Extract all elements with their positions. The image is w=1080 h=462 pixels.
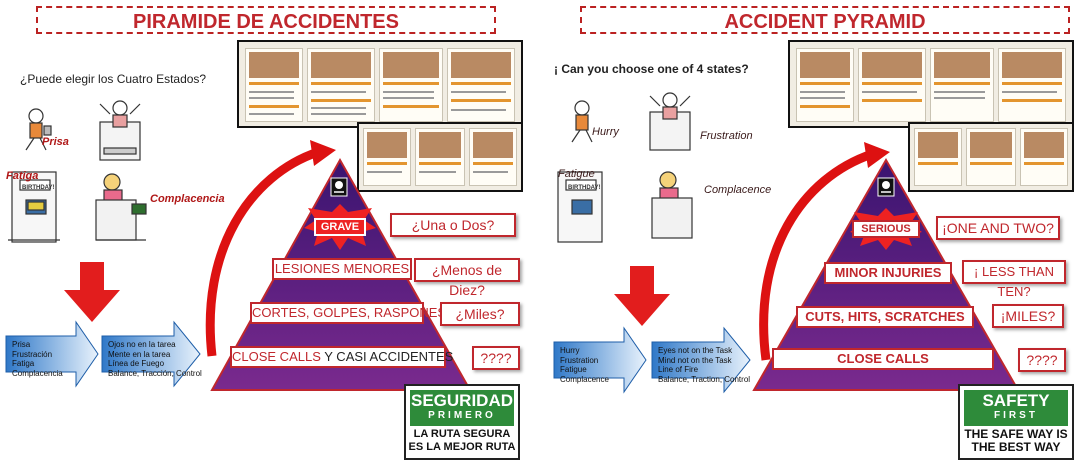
safety-first-sign-en: SAFETY FIRST THE SAFE WAY IS THE BEST WAY <box>958 384 1074 460</box>
frustration-figure <box>649 92 691 151</box>
down-arrow-icon <box>64 262 120 322</box>
hurry-label: Prisa <box>42 136 69 148</box>
count-close-calls-en: ???? <box>1018 348 1066 372</box>
complacency-label-en: Complacence <box>704 184 772 196</box>
english-panel: ACCIDENT PYRAMID ¡ Can you choose one of… <box>540 0 1080 462</box>
incident-photos-thumbnail-en <box>908 122 1074 192</box>
level-minor-injuries-en: MINOR INJURIES <box>824 262 952 284</box>
hurry-label-en: Hurry <box>592 126 619 138</box>
level-close-calls: CLOSE CALLS Y CASI ACCIDENTES <box>230 346 453 368</box>
poster-text: BIRTHDAY! <box>22 185 54 191</box>
count-close-calls: ???? <box>472 346 520 370</box>
complacency-label: Complacencia <box>150 193 225 205</box>
question-text: ¿Puede elegir los Cuatro Estados? <box>20 72 207 86</box>
count-cuts: ¿Miles? <box>440 302 520 326</box>
poster-text-en: BIRTHDAY! <box>568 185 600 191</box>
states-list-en: Hurry Frustration Fatigue Complacence <box>560 346 609 384</box>
complacency-figure <box>95 173 147 241</box>
question-text-en: ¡ Can you choose one of 4 states? <box>554 62 749 76</box>
fatigue-label-en: Fatigue <box>558 168 595 180</box>
down-arrow-icon-en <box>614 266 670 326</box>
state-cartoons-illustration: BIRTHDAY! <box>8 100 147 243</box>
fatigue-label: Fatiga <box>6 170 39 182</box>
hurry-figure <box>25 108 52 151</box>
state-cartoons-illustration-en: BIRTHDAY! <box>557 92 693 243</box>
incident-reports-thumbnail <box>237 40 523 128</box>
page-title: PIRAMIDE DE ACCIDENTES <box>36 6 496 34</box>
level-grave: GRAVE <box>314 218 366 236</box>
critical-errors-list-en: Eyes not on the Task Mind not on the Task… <box>658 346 751 384</box>
fatigue-figure <box>8 171 60 243</box>
fatigue-figure <box>557 171 603 243</box>
count-grave: ¿Una o Dos? <box>390 213 516 237</box>
level-close-calls-en: CLOSE CALLS <box>772 348 994 370</box>
count-cuts-en: ¡MILES? <box>992 304 1064 328</box>
complacency-figure <box>651 171 693 239</box>
states-list: Prisa Frustración Fatiga Complacencia <box>12 340 63 378</box>
level-cuts: CORTES, GOLPES, RASPONES <box>250 302 446 324</box>
frustration-figure <box>99 100 141 161</box>
page-title-en: ACCIDENT PYRAMID <box>580 6 1070 34</box>
frustration-label-en: Frustration <box>700 130 753 142</box>
hurry-figure <box>571 100 593 143</box>
level-minor-injuries: LESIONES MENORES <box>272 258 412 280</box>
incident-photos-thumbnail <box>357 122 523 192</box>
safety-first-sign: SEGURIDAD PRIMERO LA RUTA SEGURA ES LA MEJ… <box>404 384 520 460</box>
level-cuts-en: CUTS, HITS, SCRATCHES <box>796 306 974 328</box>
flow-arrows-en <box>553 326 751 394</box>
level-serious: SERIOUS <box>852 220 920 238</box>
count-minor-en: ¡ LESS THAN TEN? <box>962 260 1066 299</box>
flow-arrows <box>5 320 201 388</box>
incident-reports-thumbnail-en <box>788 40 1074 128</box>
count-serious: ¡ONE AND TWO? <box>936 216 1060 240</box>
critical-errors-list: Ojos no en la tarea Mente en la tarea Líne… <box>108 340 202 378</box>
count-minor: ¿Menos de Diez? <box>414 258 520 298</box>
spanish-panel: PIRAMIDE DE ACCIDENTES ¿Puede elegir los… <box>5 6 523 460</box>
